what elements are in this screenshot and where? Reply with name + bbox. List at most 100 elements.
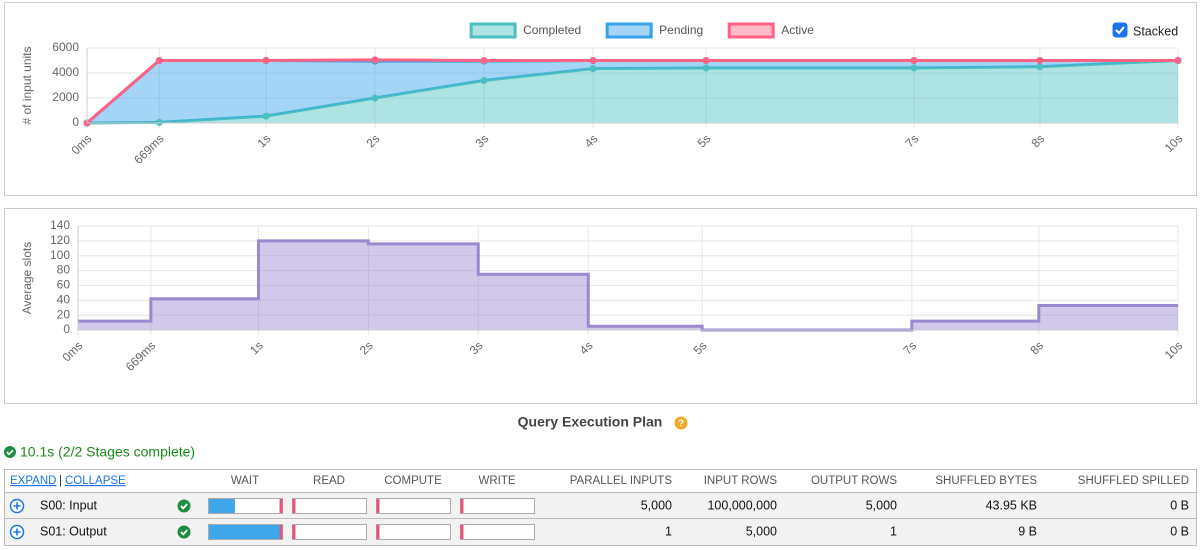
legend-label: Completed	[523, 23, 581, 37]
table-cell: 0 B	[1170, 498, 1189, 512]
column-header: PARALLEL INPUTS	[570, 475, 673, 487]
data-point	[371, 56, 379, 64]
y-tick-label: 80	[57, 263, 71, 277]
data-point	[702, 57, 710, 64]
data-point	[910, 64, 918, 72]
column-header: COMPUTE	[384, 475, 442, 487]
expand-plus	[13, 528, 21, 536]
y-tick-label: 140	[50, 218, 70, 232]
data-point	[1174, 57, 1182, 64]
table-cell: 0 B	[1170, 524, 1189, 538]
table-cell: 5,000	[866, 498, 897, 512]
table-row-bg	[5, 519, 1196, 545]
data-point	[155, 57, 163, 64]
separator: |	[59, 475, 62, 487]
timing-track	[460, 524, 535, 540]
table-cell: 5,000	[641, 498, 672, 512]
expand-plus	[13, 502, 21, 510]
table-cell: 100,000,000	[707, 498, 777, 512]
area-line	[86, 58, 1178, 125]
expand-link[interactable]: EXPAND	[10, 475, 56, 487]
timing-max-mark	[279, 525, 283, 539]
legend-swatch	[727, 22, 775, 39]
data-point	[702, 64, 710, 72]
area-fill	[87, 60, 1178, 123]
status-icon	[4, 446, 16, 458]
stage-status-icon	[177, 499, 191, 513]
y-axis-label: Average slots	[20, 242, 34, 315]
table-cell: 43.95 KB	[986, 498, 1037, 512]
timing-track	[376, 524, 451, 540]
collapse-link[interactable]: COLLAPSE	[65, 475, 126, 487]
table-cell: 1	[665, 524, 672, 538]
table-row-bg	[5, 493, 1196, 518]
column-header: SHUFFLED BYTES	[935, 475, 1037, 487]
stage-name: S00: Input	[40, 498, 98, 512]
data-point	[262, 57, 270, 64]
column-header: SHUFFLED SPILLED	[1078, 475, 1189, 487]
y-axis-label: # of input units	[20, 46, 34, 124]
y-tick-label: 20	[57, 307, 71, 321]
data-point	[371, 94, 379, 102]
data-point	[589, 57, 597, 64]
column-header: INPUT ROWS	[704, 475, 778, 487]
timing-max-mark	[292, 525, 296, 539]
data-point	[910, 57, 918, 64]
timing-max-mark	[376, 525, 380, 539]
legend-swatch	[469, 22, 517, 39]
area-line	[86, 59, 1179, 125]
data-point	[262, 112, 270, 120]
timing-max-mark	[460, 499, 464, 513]
timing-max-mark	[460, 525, 464, 539]
legend-swatch	[605, 22, 653, 39]
y-tick-label: 0	[63, 322, 70, 336]
check-circle	[177, 525, 191, 539]
table-cell: 1	[890, 524, 897, 538]
timing-max-mark	[279, 499, 283, 513]
area-fill	[87, 60, 1178, 123]
chart-panel	[4, 2, 1197, 196]
check-circle	[177, 499, 191, 513]
stage-name: S01: Output	[40, 524, 107, 538]
expand-icon[interactable]	[9, 524, 25, 540]
checkbox[interactable]	[1112, 22, 1128, 38]
area-fill	[78, 240, 1178, 330]
check-mark	[180, 529, 188, 536]
y-tick-label: 100	[50, 248, 70, 262]
column-header: WRITE	[478, 475, 515, 487]
stacked-checkbox[interactable]	[1112, 22, 1128, 38]
status-text: 10.1s (2/2 Stages complete)	[20, 444, 195, 460]
svg-text:?: ?	[678, 419, 684, 430]
checkmark	[1115, 26, 1125, 35]
timing-track	[460, 498, 535, 514]
y-tick-label: 40	[57, 292, 71, 306]
y-tick-label: 0	[72, 115, 79, 129]
y-tick-label: 60	[57, 278, 71, 292]
timing-track	[292, 498, 367, 514]
data-point	[1036, 57, 1044, 64]
timing-max-mark	[376, 499, 380, 513]
timing-avg-bar	[209, 525, 282, 539]
y-tick-label: 4000	[52, 65, 79, 79]
column-header: READ	[313, 475, 345, 487]
table-cell: 9 B	[1018, 524, 1037, 538]
column-header: OUTPUT ROWS	[811, 475, 897, 487]
area-line	[78, 239, 1178, 332]
data-point	[480, 77, 488, 84]
column-header: WAIT	[231, 475, 259, 487]
help-icon[interactable]: ?	[674, 416, 688, 430]
expand-icon[interactable]	[9, 498, 25, 514]
timing-track	[376, 498, 451, 514]
stage-status-icon	[177, 525, 191, 539]
y-tick-label: 2000	[52, 90, 79, 104]
checkbox-label: Stacked	[1133, 24, 1178, 38]
legend-label: Active	[781, 23, 814, 37]
data-point	[480, 57, 488, 64]
y-tick-label: 6000	[52, 40, 79, 54]
timing-track	[292, 524, 367, 540]
data-point	[589, 65, 597, 73]
timing-max-mark	[292, 499, 296, 513]
timing-avg-bar	[209, 499, 235, 513]
table-cell: 5,000	[746, 524, 777, 538]
y-tick-label: 120	[50, 233, 70, 247]
